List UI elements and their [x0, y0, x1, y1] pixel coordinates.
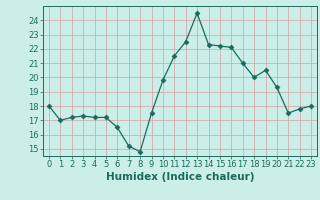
X-axis label: Humidex (Indice chaleur): Humidex (Indice chaleur)	[106, 172, 254, 182]
